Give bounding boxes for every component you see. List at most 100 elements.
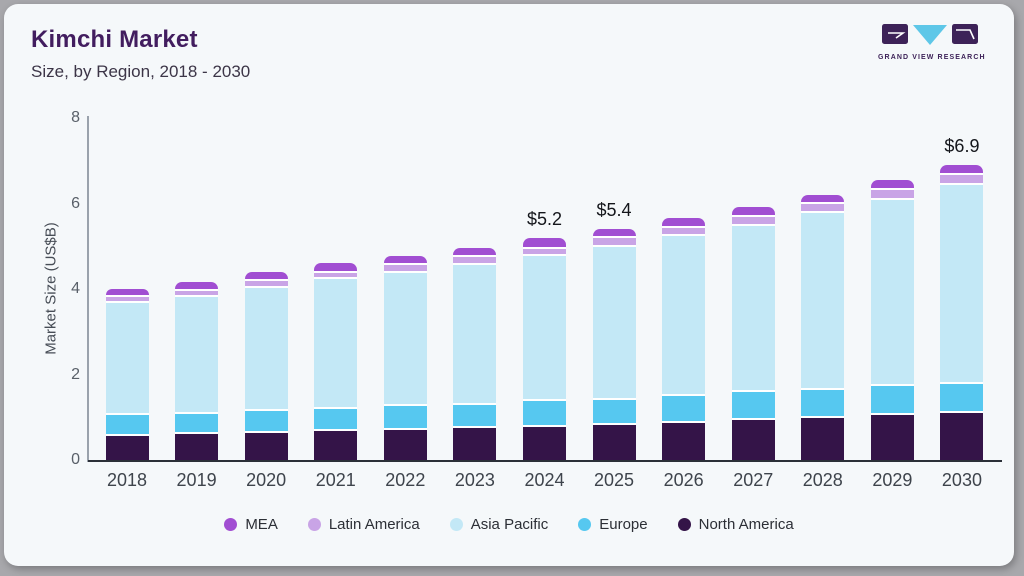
legend-item-mea: MEA	[224, 516, 278, 533]
chart-title: Kimchi Market	[31, 26, 198, 53]
legend-swatch-north-america	[677, 518, 691, 531]
bar-segment-mea	[105, 289, 149, 295]
bar-segment-europe	[105, 413, 149, 434]
bar-segment-north-america	[453, 425, 497, 460]
bar-segment-latin-america	[940, 172, 984, 184]
legend-swatch-asia-pacific	[449, 518, 463, 531]
bar-segment-latin-america	[453, 255, 497, 264]
legend-label: Latin America	[328, 516, 420, 533]
bar-segment-north-america	[870, 413, 914, 460]
bar-2028	[801, 194, 845, 460]
bar-segment-north-america	[801, 416, 845, 460]
bar-segment-mea	[453, 248, 497, 256]
bar-segment-europe	[522, 399, 566, 425]
bar-segment-mea	[383, 256, 427, 264]
legend-label: Europe	[599, 516, 648, 533]
bar-segment-europe	[731, 389, 775, 418]
x-axis-label: 2025	[594, 470, 635, 490]
bar-segment-asia-pacific	[522, 253, 566, 400]
legend-swatch-mea	[224, 518, 238, 531]
bar-2030	[940, 165, 984, 460]
bar-segment-mea	[940, 165, 984, 173]
bar-segment-north-america	[940, 410, 984, 460]
bar-segment-north-america	[105, 433, 149, 460]
bar-segment-north-america	[662, 420, 706, 460]
bar-segment-latin-america	[314, 270, 358, 278]
bar-segment-asia-pacific	[870, 197, 914, 385]
bar-segment-asia-pacific	[592, 244, 636, 399]
bar-segment-latin-america	[383, 263, 427, 271]
bar-segment-latin-america	[662, 226, 706, 235]
bar-2024	[522, 237, 566, 460]
bar-2019	[175, 281, 219, 460]
y-axis-tick: 4	[71, 280, 80, 297]
legend-label: North America	[698, 516, 794, 533]
bar-2020	[244, 271, 288, 460]
bar-segment-europe	[383, 404, 427, 428]
bar-segment-europe	[662, 394, 706, 421]
x-axis-label: 2030	[941, 470, 982, 490]
bar-segment-latin-america	[592, 235, 636, 245]
legend-item-latin-america: Latin America	[307, 516, 420, 533]
y-axis-tick: 8	[71, 109, 80, 126]
bar-segment-asia-pacific	[731, 224, 775, 390]
gvr-logo-icon	[882, 24, 978, 45]
bar-segment-mea	[801, 194, 845, 202]
bar-segment-mea	[314, 263, 358, 271]
legend-label: MEA	[245, 516, 278, 533]
bar-segment-north-america	[522, 424, 566, 460]
x-axis-label: 2027	[733, 470, 774, 490]
bar-segment-asia-pacific	[801, 211, 845, 389]
bar-segment-europe	[453, 402, 497, 426]
bar-segment-mea	[870, 179, 914, 188]
chart-legend: MEA Latin America Asia Pacific Europe North …	[4, 516, 1014, 533]
bar-segment-latin-america	[870, 187, 914, 198]
legend-item-europe: Europe	[578, 516, 648, 533]
y-axis-tick: 2	[71, 365, 80, 383]
bar-segment-europe	[801, 388, 845, 417]
bar-segment-europe	[175, 412, 219, 432]
legend-item-asia-pacific: Asia Pacific	[449, 516, 549, 533]
bar-segment-asia-pacific	[383, 270, 427, 405]
bar-segment-europe	[870, 384, 914, 414]
bar-2022	[383, 256, 427, 460]
x-axis-label: 2022	[385, 470, 426, 490]
chart-card: Kimchi Market Size, by Region, 2018 - 20…	[4, 4, 1014, 566]
x-axis-label: 2020	[246, 470, 287, 490]
y-axis-tick: 6	[71, 194, 80, 212]
bar-segment-mea	[175, 281, 219, 289]
bar-segment-asia-pacific	[314, 277, 358, 407]
x-axis-label: 2026	[663, 470, 704, 490]
y-axis-tick: 0	[71, 451, 80, 468]
bar-segment-asia-pacific	[940, 183, 984, 382]
bar-segment-europe	[940, 381, 984, 411]
bar-2025	[592, 229, 636, 460]
bar-2027	[731, 206, 775, 460]
bar-2021	[314, 263, 358, 460]
x-axis-label: 2019	[176, 470, 217, 490]
x-axis-label: 2021	[315, 470, 356, 490]
gvr-logo: GRAND VIEW RESEARCH	[878, 24, 986, 61]
bar-segment-north-america	[383, 427, 427, 460]
bar-segment-mea	[522, 237, 566, 247]
bar-segment-latin-america	[522, 246, 566, 254]
bar-segment-asia-pacific	[662, 234, 706, 395]
x-axis-label: 2028	[802, 470, 843, 490]
legend-label: Asia Pacific	[470, 516, 549, 533]
x-axis-line	[88, 460, 1002, 462]
bar-value-label: $5.2	[526, 208, 562, 229]
bar-segment-asia-pacific	[244, 286, 288, 410]
x-axis-label: 2024	[524, 470, 565, 490]
bar-segment-asia-pacific	[453, 263, 497, 403]
bar-segment-north-america	[244, 430, 288, 460]
bar-value-label: $5.4	[596, 200, 632, 221]
bar-segment-europe	[244, 409, 288, 431]
chart-subtitle: Size, by Region, 2018 - 2030	[31, 62, 251, 81]
bar-segment-latin-america	[801, 201, 845, 212]
bar-segment-north-america	[592, 423, 636, 460]
bar-2023	[453, 248, 497, 460]
bar-2018	[105, 289, 149, 460]
bar-segment-north-america	[731, 417, 775, 460]
gvr-logo-caption: GRAND VIEW RESEARCH	[878, 54, 986, 61]
bar-segment-north-america	[314, 428, 358, 460]
